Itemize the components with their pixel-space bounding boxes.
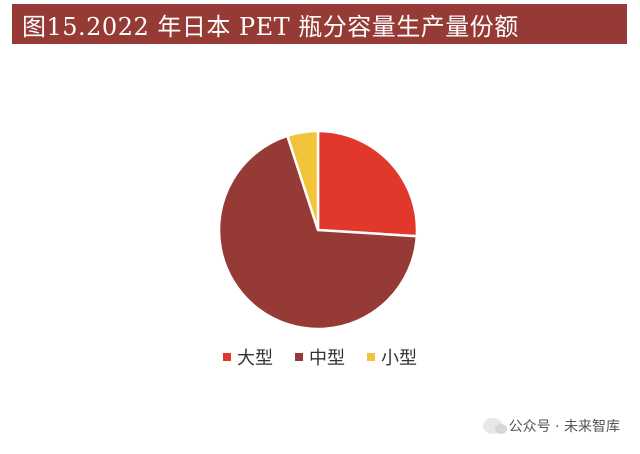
legend-item-0: 大型 (223, 344, 273, 370)
pie-slice-2 (286, 129, 320, 232)
legend-swatch (367, 353, 375, 361)
pie-slice-1 (217, 134, 419, 331)
pie-chart (217, 129, 419, 331)
legend-swatch (295, 353, 303, 361)
legend-label: 大型 (237, 348, 273, 369)
watermark-text: 公众号 · 未来智库 (508, 419, 620, 435)
legend-item-1: 中型 (295, 344, 345, 370)
watermark: 公众号 · 未来智库 (482, 416, 620, 436)
wechat-icon (482, 418, 507, 434)
legend-label: 中型 (309, 348, 345, 369)
chart-title-bar: 图15.2022 年日本 PET 瓶分容量生产量份额 (12, 4, 627, 44)
legend-label: 小型 (381, 348, 417, 369)
pie-slice-0 (316, 129, 419, 238)
legend-swatch (223, 353, 231, 361)
legend-item-2: 小型 (367, 344, 417, 370)
chart-title: 图15.2022 年日本 PET 瓶分容量生产量份额 (22, 12, 519, 41)
chart-legend: 大型 中型 小型 (0, 344, 640, 370)
